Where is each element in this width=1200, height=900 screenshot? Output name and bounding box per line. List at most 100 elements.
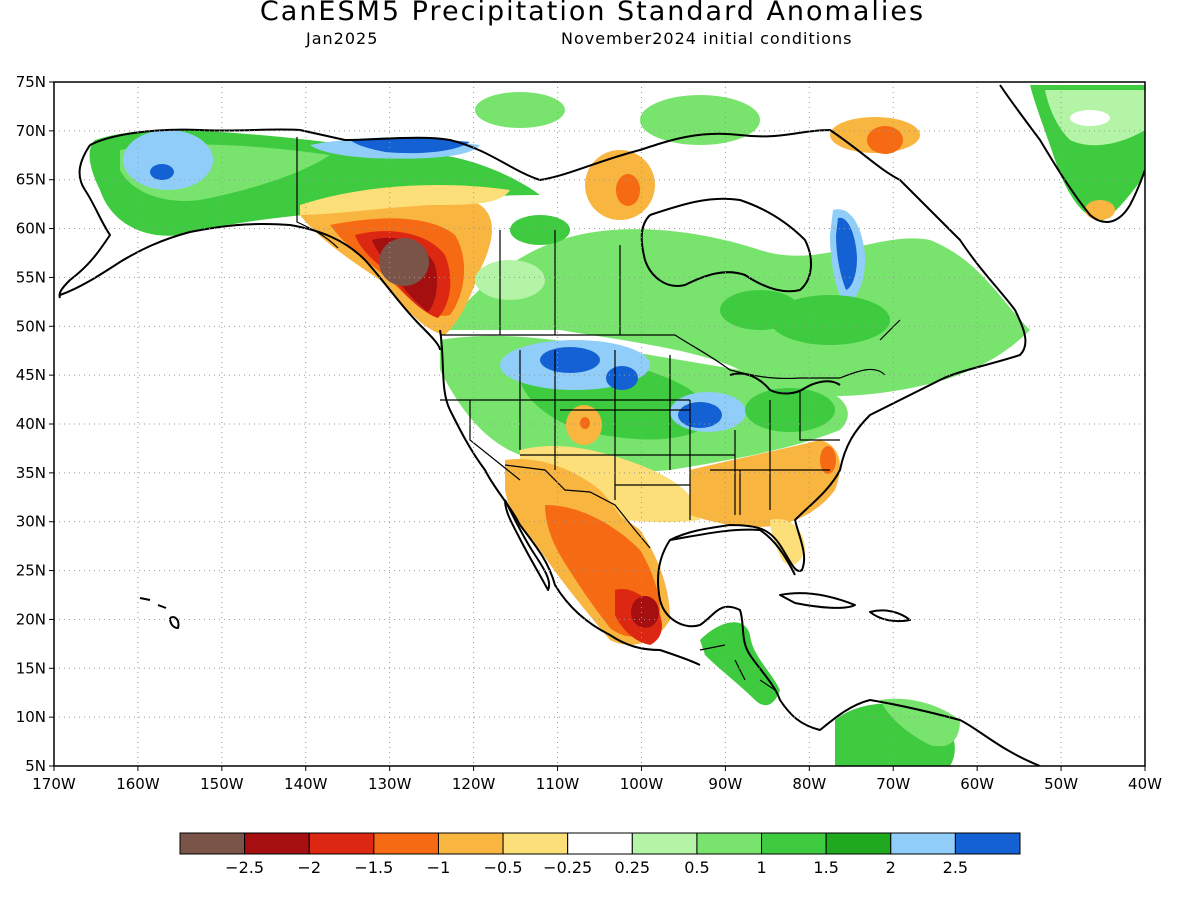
colorbar-swatch	[567, 832, 633, 855]
colorbar-swatch	[437, 832, 504, 855]
page-title: CanESM5 Precipitation Standard Anomalies	[259, 0, 926, 27]
lon-tick-label: 110W	[536, 775, 580, 793]
lat-tick-label: 65N	[16, 171, 46, 189]
venezuela-lightgreen	[880, 698, 960, 747]
colorbar-label: −0.25	[543, 858, 592, 877]
lat-tick-label: 5N	[25, 757, 46, 775]
hawaii	[139, 597, 180, 629]
colorbar-label: −1.5	[354, 858, 393, 877]
labrador-green	[770, 295, 890, 345]
alaska-blue-west	[123, 130, 213, 190]
lat-tick-label: 10N	[16, 708, 46, 726]
lon-tick-label: 160W	[116, 775, 160, 793]
canada-provinces	[499, 230, 901, 341]
nunavut-darkorange	[616, 174, 640, 206]
central-america-borders	[699, 644, 776, 691]
mexico-darkred	[631, 596, 659, 628]
lon-tick-label: 170W	[32, 775, 76, 793]
lat-tick-label: 30N	[16, 513, 46, 531]
colorbar-label: 0.25	[614, 858, 650, 877]
lat-tick-label: 15N	[16, 659, 46, 677]
florida-yellow	[770, 519, 805, 566]
colorbar-label: −0.5	[484, 858, 523, 877]
plains-darkblue	[540, 347, 600, 373]
lat-tick-label: 60N	[16, 220, 46, 238]
colorbar-swatch	[954, 832, 1021, 855]
colorbar-swatch	[502, 832, 569, 855]
colorbar-swatch	[244, 832, 310, 855]
colorbar-label: 2	[886, 858, 896, 877]
lon-tick-label: 60W	[960, 775, 994, 793]
colorbar-label: −2.5	[225, 858, 264, 877]
alaska-canada-border	[296, 137, 339, 249]
alaska-blue-core	[150, 164, 174, 180]
greenland-white	[1070, 110, 1110, 126]
southeast-orange	[690, 440, 840, 527]
colorbar-swatch	[179, 832, 246, 855]
colorbar-swatch	[761, 832, 827, 855]
lat-tick-label: 70N	[16, 122, 46, 140]
plains-darkblue-east	[606, 366, 638, 390]
colorbar-label: −1	[427, 858, 451, 877]
lat-tick-label: 75N	[16, 73, 46, 91]
colorbar-swatch	[631, 832, 698, 855]
cuba	[779, 592, 856, 609]
gridlines	[54, 82, 1145, 766]
lon-tick-label: 40W	[1128, 775, 1162, 793]
alberta-lightgreen	[475, 260, 545, 300]
longitude-labels: 170W 160W 150W 140W 130W 120W 110W 100W 90W 80W 70…	[32, 766, 1162, 793]
colorbar-label: 1.5	[813, 858, 838, 877]
us-mexico-border	[504, 464, 651, 549]
colorbar-labels: −2.5 −2 −1.5 −1 −0.5 −0.25 0.25 0.5 1 1.5 2 2.5	[225, 858, 968, 877]
greenland-coast	[999, 84, 1145, 224]
initial-conditions: November2024 initial conditions	[561, 29, 853, 48]
coastline-alaska-south	[59, 223, 441, 351]
great-lakes	[729, 372, 841, 395]
latitude-labels: 75N 70N 65N 60N 55N 50N 45N 40N 35N 30N 25N 20N 15N 1…	[16, 73, 54, 775]
hudson-bay-coast	[640, 197, 812, 293]
lat-tick-label: 25N	[16, 562, 46, 580]
lon-tick-label: 100W	[620, 775, 664, 793]
colorbar-label: 0.5	[684, 858, 709, 877]
lon-tick-label: 90W	[708, 775, 742, 793]
lat-tick-label: 55N	[16, 268, 46, 286]
coastline-alaska-west	[58, 144, 111, 299]
idaho-darkorange	[580, 417, 590, 429]
centralamerica-green	[700, 622, 780, 706]
arctic-green-2	[475, 92, 565, 128]
lat-tick-label: 40N	[16, 415, 46, 433]
lon-tick-label: 80W	[792, 775, 826, 793]
beaufort-darkblue	[350, 137, 470, 154]
colorbar-label: −2	[297, 858, 321, 877]
southeast-darkorange	[820, 446, 836, 474]
lon-tick-label: 150W	[200, 775, 244, 793]
greenland-orange	[1085, 200, 1115, 220]
colorbar-swatch	[696, 832, 763, 855]
lon-tick-label: 140W	[284, 775, 328, 793]
colorbar-swatch	[890, 832, 956, 855]
lon-tick-label: 130W	[368, 775, 412, 793]
baffin-darkorange	[867, 126, 903, 154]
hispaniola	[869, 609, 911, 623]
colorbar-label: 2.5	[943, 858, 968, 877]
lat-tick-label: 45N	[16, 366, 46, 384]
lon-tick-label: 70W	[876, 775, 910, 793]
colorbar-label: 1	[756, 858, 766, 877]
nwt-green	[510, 215, 570, 245]
westcoast-brown	[379, 238, 429, 286]
northeast-green	[745, 388, 835, 432]
anomaly-shading	[89, 85, 1145, 766]
coastline-baja	[504, 499, 551, 591]
yukon-yellow	[300, 185, 510, 215]
colorbar-swatch	[308, 832, 375, 855]
lat-tick-label: 20N	[16, 610, 46, 628]
lat-tick-label: 35N	[16, 464, 46, 482]
lon-tick-label: 50W	[1044, 775, 1078, 793]
colorbar-swatch	[373, 832, 439, 855]
gulf-coast-florida	[669, 528, 796, 576]
us-canada-border	[440, 334, 886, 380]
coastline-west	[439, 329, 701, 666]
colorbar	[179, 832, 1021, 855]
quebec-darkblue	[836, 217, 857, 290]
